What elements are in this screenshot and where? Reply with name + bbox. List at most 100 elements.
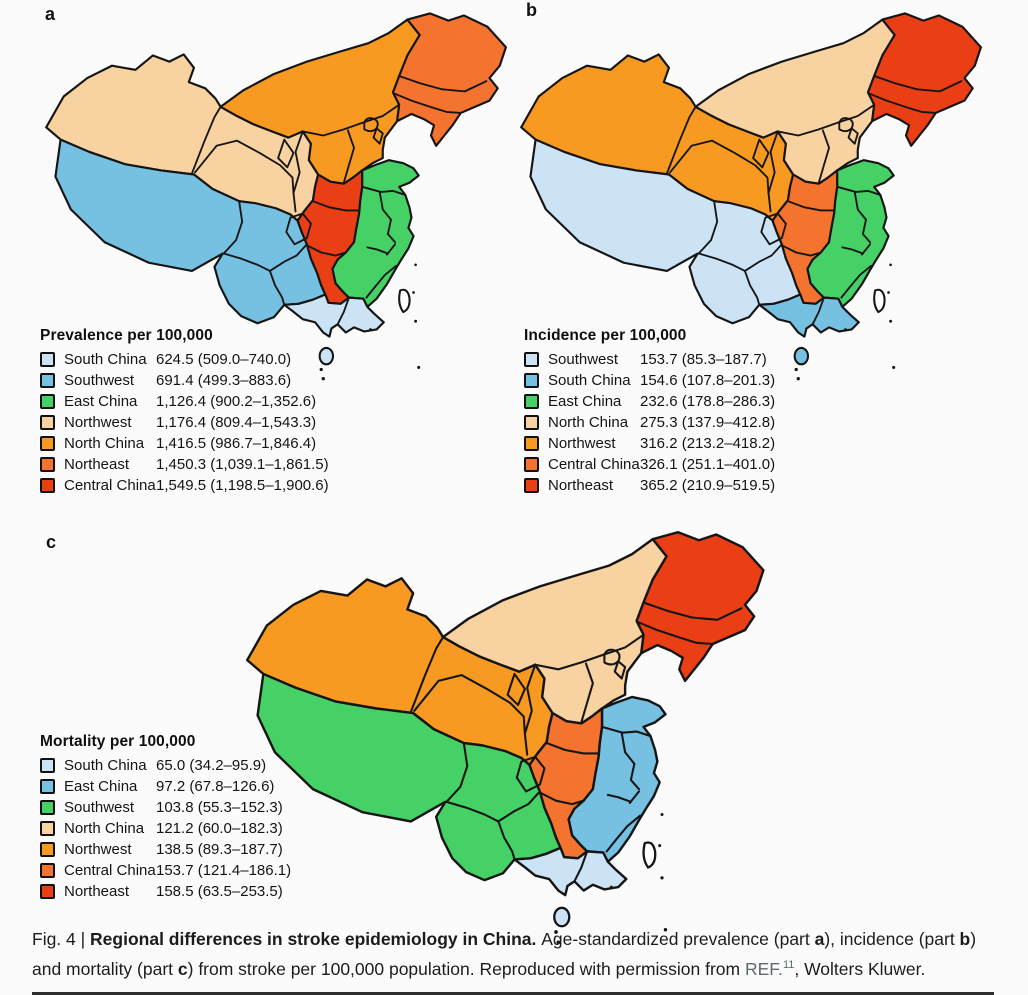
- legend-value: 121.2 (60.0–182.3): [156, 820, 283, 837]
- province-border: [285, 212, 312, 246]
- legend-region-label: East China: [64, 778, 138, 795]
- province-border: [613, 660, 627, 680]
- region-north-china: [694, 18, 896, 185]
- small-island-dot: [889, 319, 893, 323]
- region-northeast: [635, 531, 765, 683]
- province-border: [642, 601, 743, 621]
- legend-row: Northwest 138.5 (89.3–187.7): [40, 839, 291, 860]
- small-island-dot: [660, 813, 664, 816]
- legend-row: East China 97.2 (67.8–126.6): [40, 776, 291, 797]
- small-island-dot: [844, 328, 847, 331]
- province-border: [277, 138, 295, 169]
- province-border: [697, 252, 746, 272]
- hainan-island: [553, 906, 571, 928]
- province-border: [665, 105, 697, 175]
- caption-segment: , Wolters Kluwer.: [794, 958, 926, 979]
- legend-row: East China 1,126.4 (900.2–1,352.6): [40, 391, 329, 412]
- legend-region-label: South China: [64, 351, 147, 368]
- province-border: [515, 755, 546, 793]
- province-border: [573, 850, 589, 883]
- legend-value: 65.0 (34.2–95.9): [156, 757, 267, 774]
- legend-region-label: Southwest: [64, 799, 135, 816]
- province-border: [363, 117, 379, 133]
- caption-segment: c: [177, 958, 188, 979]
- small-island-dot: [887, 291, 890, 294]
- legend-swatch: [40, 842, 55, 857]
- province-border: [534, 633, 645, 671]
- small-island-dot: [414, 319, 418, 323]
- province-border: [372, 127, 384, 145]
- legend-row: South China 154.6 (107.8–201.3): [524, 370, 775, 391]
- legend-region-label: South China: [548, 372, 631, 389]
- province-border: [636, 621, 714, 646]
- province-border: [361, 185, 407, 196]
- province-border: [743, 243, 783, 272]
- small-island-dot: [796, 377, 800, 381]
- legend-row: South China 65.0 (34.2–95.9): [40, 755, 291, 776]
- province-border: [190, 105, 222, 175]
- province-border: [606, 793, 632, 803]
- legend-value: 1,176.4 (809.4–1,543.3): [156, 414, 317, 431]
- province-border: [752, 138, 770, 169]
- legend-swatch: [40, 457, 55, 472]
- legend-swatch: [524, 436, 539, 451]
- province-border: [811, 296, 825, 326]
- legend-swatch: [40, 478, 55, 493]
- legend-swatch: [40, 436, 55, 451]
- panel-label-a: a: [45, 4, 56, 24]
- province-border: [409, 636, 445, 713]
- legend-row: Northwest 316.2 (213.2–418.2): [524, 433, 775, 454]
- province-border: [847, 127, 859, 145]
- province-border: [776, 103, 876, 137]
- legend-rows: Southwest 153.7 (85.3–187.7) South China 15…: [524, 349, 775, 496]
- region-south-china: [513, 846, 628, 897]
- province-border: [222, 200, 244, 255]
- legend-value: 1,549.5 (1,198.5–1,900.6): [156, 477, 329, 494]
- legend-region-label: South China: [64, 757, 147, 774]
- legend-row: Southwest 153.7 (85.3–187.7): [524, 349, 775, 370]
- legend-title: Incidence per 100,000: [524, 327, 687, 344]
- legend-value: 624.5 (509.0–740.0): [156, 351, 292, 368]
- province-border: [538, 791, 585, 806]
- province-border: [268, 270, 286, 306]
- legend-rows: South China 624.5 (509.0–740.0) Southwest 6…: [40, 349, 329, 496]
- province-border: [601, 725, 652, 738]
- legend-region-label: North China: [64, 820, 145, 837]
- legend-value: 97.2 (67.8–126.6): [156, 778, 275, 795]
- province-border: [497, 790, 541, 823]
- province-border: [523, 663, 537, 756]
- legend-row: Southwest 691.4 (499.3–883.6): [40, 370, 329, 391]
- province-border: [840, 264, 873, 299]
- legend-value: 326.1 (251.1–401.0): [640, 456, 776, 473]
- province-border: [873, 75, 963, 93]
- legend-row: Central China 326.1 (251.1–401.0): [524, 454, 775, 475]
- legend-title: Mortality per 100,000: [40, 733, 196, 750]
- legend-value: 153.7 (121.4–186.1): [156, 862, 292, 879]
- small-island-dot: [663, 927, 668, 932]
- legend-swatch: [40, 352, 55, 367]
- region-north-china: [219, 18, 421, 185]
- legend-swatch: [524, 457, 539, 472]
- small-island-dot: [319, 367, 323, 372]
- province-border: [767, 130, 779, 213]
- legend-swatch: [40, 800, 55, 815]
- small-island-dot: [412, 291, 415, 294]
- province-border: [697, 200, 719, 255]
- legend-swatch: [524, 352, 539, 367]
- legend-row: Northeast 365.2 (210.9–519.5): [524, 475, 775, 496]
- legend-region-label: Northeast: [64, 883, 130, 900]
- legend-row: Southwest 103.8 (55.3–152.3): [40, 797, 291, 818]
- legend-swatch: [524, 394, 539, 409]
- legend-value: 158.5 (63.5–253.5): [156, 883, 283, 900]
- legend-row: North China 1,416.5 (986.7–1,846.4): [40, 433, 329, 454]
- legend-mortality: Mortality per 100,000 South China 65.0 (3…: [40, 733, 291, 902]
- legend-incidence: Incidence per 100,000 Southwest 153.7 (85…: [524, 327, 775, 496]
- province-border: [312, 200, 361, 212]
- small-island-dot: [892, 365, 896, 369]
- legend-row: North China 121.2 (60.0–182.3): [40, 818, 291, 839]
- province-border: [292, 130, 304, 213]
- legend-region-label: Southwest: [64, 372, 135, 389]
- region-east-china: [806, 159, 895, 308]
- caption-segment: b: [959, 929, 971, 949]
